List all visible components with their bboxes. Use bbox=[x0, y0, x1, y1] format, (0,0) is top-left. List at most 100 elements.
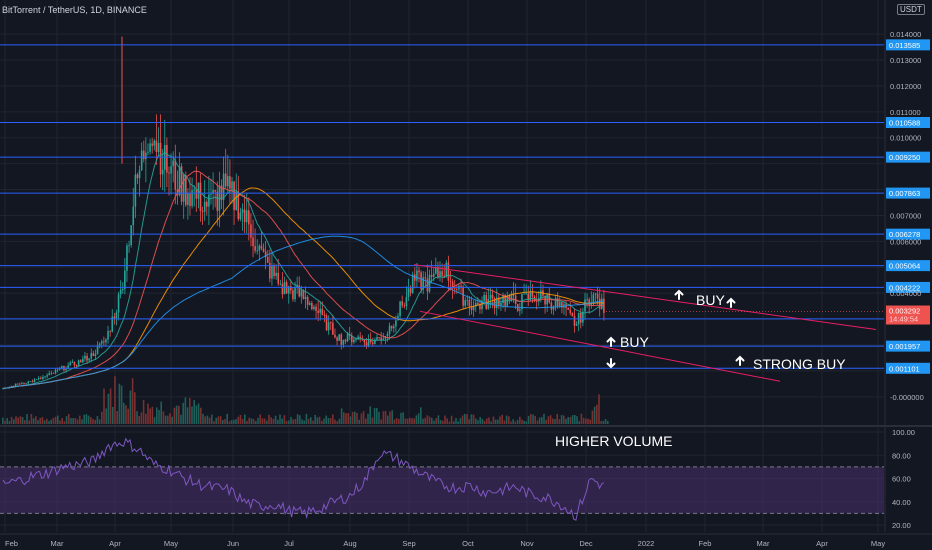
candle-body bbox=[403, 305, 406, 307]
volume-bar bbox=[547, 416, 550, 424]
level-tag-label: 0.001957 bbox=[889, 342, 920, 351]
volume-bar bbox=[538, 417, 541, 424]
time-tick-label: Aug bbox=[343, 539, 356, 548]
volume-bar bbox=[409, 417, 411, 424]
volume-bar bbox=[217, 416, 220, 424]
candle-body bbox=[527, 293, 530, 301]
volume-bar bbox=[250, 418, 253, 424]
volume-bar bbox=[521, 419, 523, 424]
candle-body bbox=[359, 336, 361, 339]
volume-bar bbox=[391, 410, 393, 424]
candle-body bbox=[424, 277, 427, 279]
volume-bar bbox=[411, 418, 413, 424]
volume-bar bbox=[459, 418, 462, 424]
volume-bar bbox=[576, 416, 578, 424]
candle-body bbox=[256, 250, 259, 252]
candle-body bbox=[298, 285, 301, 297]
candle-body bbox=[252, 237, 254, 247]
candle-body bbox=[84, 355, 86, 359]
candle-body bbox=[443, 275, 446, 277]
volume-bar bbox=[101, 411, 103, 424]
volume-bar bbox=[329, 418, 332, 424]
rsi-line bbox=[2, 437, 605, 521]
currency-badge[interactable]: USDT bbox=[897, 4, 925, 15]
candle-body bbox=[290, 286, 292, 291]
volume-bar bbox=[261, 418, 264, 424]
volume-bar bbox=[204, 416, 206, 424]
candle-body bbox=[229, 176, 231, 189]
candle-body bbox=[460, 285, 462, 287]
volume-bar bbox=[532, 414, 534, 424]
candle-body bbox=[14, 383, 17, 387]
candle-body bbox=[418, 270, 420, 273]
candle-body bbox=[174, 160, 177, 190]
volume-bar bbox=[541, 416, 543, 424]
volume-bar bbox=[151, 406, 154, 424]
candle-body bbox=[479, 304, 481, 310]
candle-body bbox=[159, 142, 162, 175]
volume-bar bbox=[112, 406, 114, 424]
candle-body bbox=[124, 270, 126, 289]
candle-body bbox=[556, 298, 559, 307]
candle-body bbox=[71, 361, 74, 363]
candle-body bbox=[504, 294, 506, 306]
candle-body bbox=[380, 337, 382, 340]
volume-bar bbox=[167, 415, 169, 424]
candle-body bbox=[245, 210, 248, 223]
candle-body bbox=[250, 224, 252, 238]
price-tick-label: 0.006000 bbox=[890, 237, 921, 246]
channel-upper-line bbox=[413, 264, 877, 330]
candle-body bbox=[182, 175, 185, 202]
volume-bar bbox=[314, 414, 316, 424]
rsi-tick-label: 80.00 bbox=[892, 451, 911, 460]
candle-body bbox=[453, 288, 456, 290]
volume-bar bbox=[435, 418, 437, 424]
volume-bar bbox=[371, 417, 374, 424]
volume-bar bbox=[90, 417, 92, 424]
candle-body bbox=[365, 342, 368, 346]
candle-body bbox=[334, 334, 336, 338]
candle-body bbox=[502, 294, 504, 304]
candle-body bbox=[481, 300, 483, 310]
volume-bar bbox=[21, 417, 24, 424]
price-axis-ticks: 0.014000 0.013000 0.012000 0.011000 0.010000… bbox=[890, 30, 924, 402]
volume-bar bbox=[343, 412, 345, 424]
volume-bar bbox=[294, 419, 297, 424]
volume-bar bbox=[266, 420, 268, 424]
channel-lower-line bbox=[419, 310, 781, 382]
time-tick-label: Mar bbox=[51, 539, 64, 548]
volume-bar bbox=[228, 421, 231, 424]
candle-body bbox=[243, 209, 246, 223]
candle-body bbox=[308, 303, 311, 305]
candle-body bbox=[262, 248, 265, 252]
volume-bar bbox=[50, 419, 52, 424]
volume-bar bbox=[76, 419, 79, 424]
volume-bar bbox=[162, 411, 165, 424]
candle-body bbox=[157, 142, 160, 152]
volume-bar bbox=[365, 418, 367, 424]
volume-bar bbox=[545, 419, 547, 424]
volume-bar bbox=[61, 417, 63, 424]
volume-bar bbox=[525, 421, 528, 424]
candle-body bbox=[16, 383, 19, 385]
candle-body bbox=[58, 368, 61, 370]
volume-bar bbox=[325, 415, 327, 424]
current-price-tag bbox=[886, 305, 930, 325]
volume-bar bbox=[380, 419, 382, 424]
volume-bar bbox=[486, 418, 488, 424]
candle-body bbox=[323, 315, 326, 316]
candle-body bbox=[598, 298, 601, 309]
candle-body bbox=[189, 193, 191, 206]
buy-annotation-upper: BUY bbox=[696, 292, 725, 308]
candle-body bbox=[567, 307, 569, 310]
candle-body bbox=[550, 302, 553, 310]
volume-bar bbox=[283, 415, 286, 424]
volume-bar bbox=[336, 421, 338, 424]
volume-bar bbox=[420, 407, 422, 424]
volume-bar bbox=[455, 418, 457, 424]
candle-body bbox=[206, 201, 208, 207]
candle-body bbox=[222, 173, 225, 201]
candle-body bbox=[382, 338, 385, 340]
candle-body bbox=[420, 272, 422, 290]
